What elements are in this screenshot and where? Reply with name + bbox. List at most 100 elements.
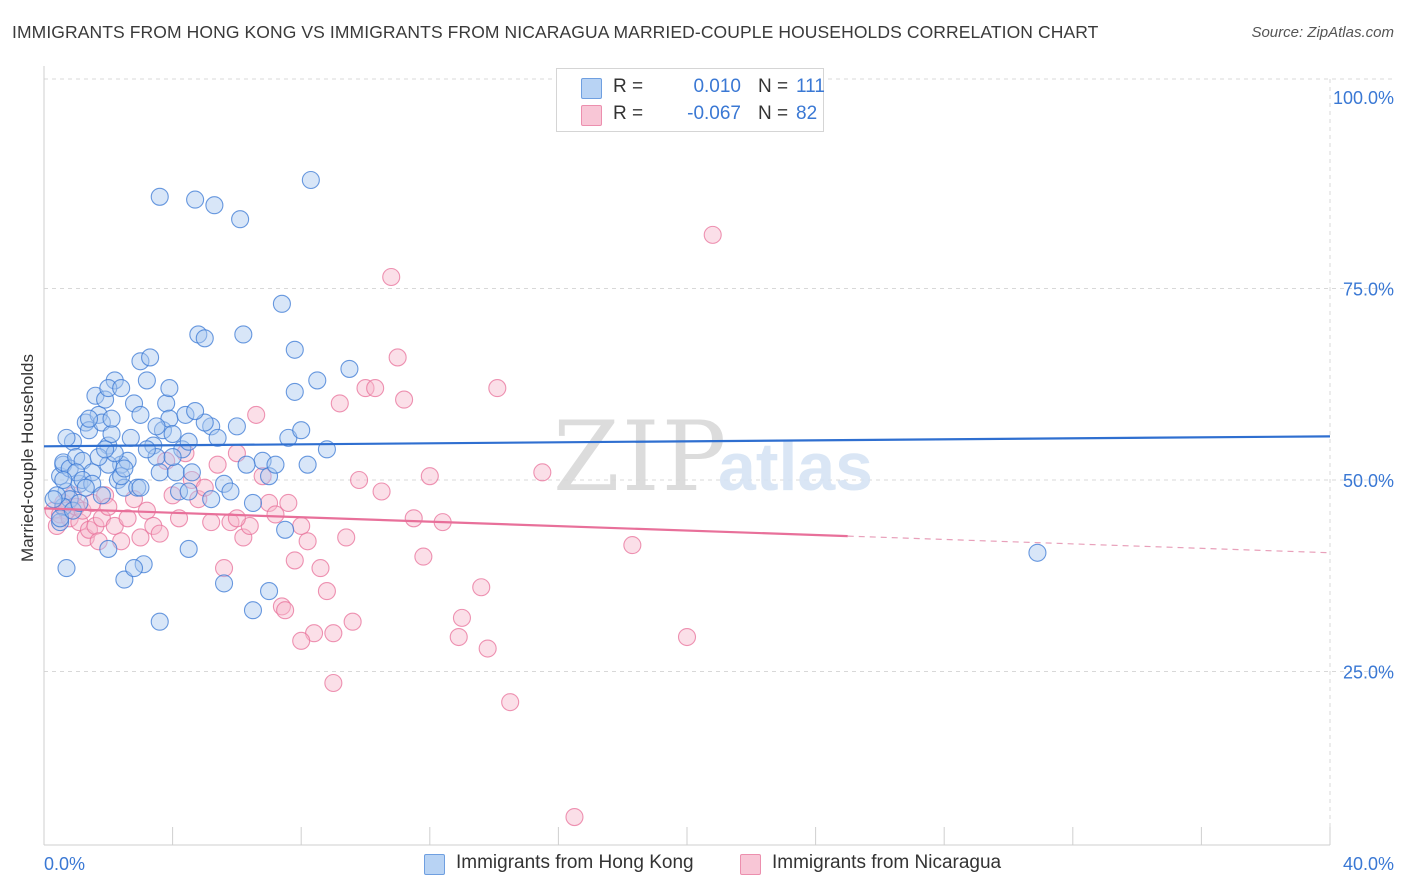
y-tick-label: 75.0% — [1343, 280, 1394, 300]
hongkong-point — [124, 394, 144, 413]
legend-n-value: 111 — [796, 76, 825, 97]
hongkong-point — [243, 493, 263, 513]
nicaragua-point — [356, 379, 375, 398]
nicaragua-point — [298, 532, 317, 551]
hongkong-point — [70, 493, 89, 513]
hongkong-point — [137, 371, 156, 390]
hongkong-point — [121, 428, 140, 447]
hongkong-point — [166, 463, 185, 482]
nicaragua-point — [253, 467, 272, 486]
legend-n-label: N = — [758, 103, 789, 124]
nicaragua-point — [366, 379, 385, 398]
legend-r-value: 0.010 — [693, 76, 741, 97]
hongkong-point — [214, 474, 234, 493]
nicaragua-point — [317, 582, 336, 601]
hongkong-point — [124, 559, 144, 578]
legend-swatch-blue — [581, 78, 602, 99]
hongkong-point — [340, 359, 359, 378]
nicaragua-point — [266, 505, 285, 524]
hongkong-point — [266, 455, 285, 474]
hongkong-point — [131, 352, 150, 371]
nicaragua-point — [86, 516, 105, 536]
series-legend-label: Immigrants from Nicaragua — [772, 852, 1002, 873]
hongkong-point — [131, 405, 150, 424]
hongkong-point — [134, 555, 153, 574]
nicaragua-point — [452, 608, 472, 627]
hongkong-point — [243, 601, 263, 620]
hongkong-point — [237, 455, 256, 474]
hongkong-trend-line — [43, 435, 1331, 448]
hongkong-point — [221, 482, 240, 501]
nicaragua-point — [292, 516, 311, 536]
hongkong-point — [298, 455, 317, 474]
nicaragua-point — [311, 559, 330, 578]
nicaragua-trend-line — [43, 507, 848, 538]
hongkong-point — [141, 348, 160, 367]
nicaragua-point — [144, 516, 163, 536]
hongkong-point — [169, 482, 189, 501]
hongkong-point — [115, 478, 134, 497]
hongkong-point — [150, 612, 169, 631]
y-tick-label: 100.0% — [1333, 88, 1394, 108]
hongkong-point — [96, 390, 115, 409]
nicaragua-point — [324, 624, 343, 643]
y-tick-label: 25.0% — [1343, 663, 1394, 683]
nicaragua-point — [285, 551, 304, 570]
legend-swatch-blue — [424, 854, 445, 875]
hongkong-point — [231, 210, 250, 229]
x-tick-label-0: 0.0% — [44, 854, 85, 874]
nicaragua-point — [259, 493, 279, 513]
hongkong-point — [182, 463, 201, 482]
series-nicaragua-points — [44, 225, 722, 827]
nicaragua-point — [247, 405, 266, 424]
nicaragua-point — [324, 673, 343, 693]
nicaragua-point — [189, 490, 208, 509]
legend-n-label: N = — [758, 76, 789, 97]
hongkong-point — [137, 440, 156, 459]
hongkong-point — [292, 421, 311, 440]
nicaragua-point — [89, 532, 108, 551]
hongkong-point — [51, 513, 70, 532]
hongkong-point — [205, 196, 224, 215]
hongkong-point — [102, 424, 121, 444]
hongkong-point — [227, 417, 246, 436]
hongkong-point — [57, 428, 76, 447]
hongkong-point — [147, 447, 166, 467]
nicaragua-point — [533, 463, 552, 482]
legend-r-label: R = — [613, 103, 644, 124]
hongkong-point — [179, 539, 198, 558]
series-hongkong-points — [44, 170, 1047, 631]
nicaragua-point — [276, 601, 295, 620]
hongkong-point — [57, 559, 76, 578]
hongkong-point — [163, 424, 182, 444]
chart-title: IMMIGRANTS FROM HONG KONG VS IMMIGRANTS … — [12, 22, 1099, 42]
nicaragua-point — [372, 482, 391, 501]
nicaragua-point — [677, 627, 697, 647]
hongkong-point — [54, 470, 73, 490]
hongkong-point — [147, 417, 166, 436]
legend-r-label: R = — [613, 76, 644, 97]
hongkong-point — [186, 402, 205, 421]
hongkong-point — [276, 520, 295, 539]
hongkong-point — [308, 371, 327, 390]
hongkong-point — [157, 394, 176, 413]
hongkong-point — [214, 574, 234, 593]
hongkong-point — [92, 486, 111, 505]
hongkong-point — [150, 187, 169, 206]
hongkong-point — [160, 379, 179, 398]
source-label: Source: ZipAtlas.com — [1251, 24, 1394, 41]
nicaragua-point — [478, 639, 497, 658]
nicaragua-point — [279, 493, 298, 513]
legend-swatch-pink — [740, 854, 761, 875]
hongkong-point — [234, 325, 253, 344]
stats-legend: R = 0.010 N = 111 R = -0.067 N = 82 — [556, 68, 825, 132]
hongkong-point — [186, 190, 205, 209]
nicaragua-point — [234, 528, 253, 547]
y-tick-label: 50.0% — [1343, 471, 1394, 491]
nicaragua-point — [623, 536, 642, 555]
hongkong-point — [112, 379, 131, 398]
hongkong-point — [272, 294, 291, 313]
hongkong-point — [259, 467, 279, 486]
hongkong-point — [202, 490, 221, 509]
